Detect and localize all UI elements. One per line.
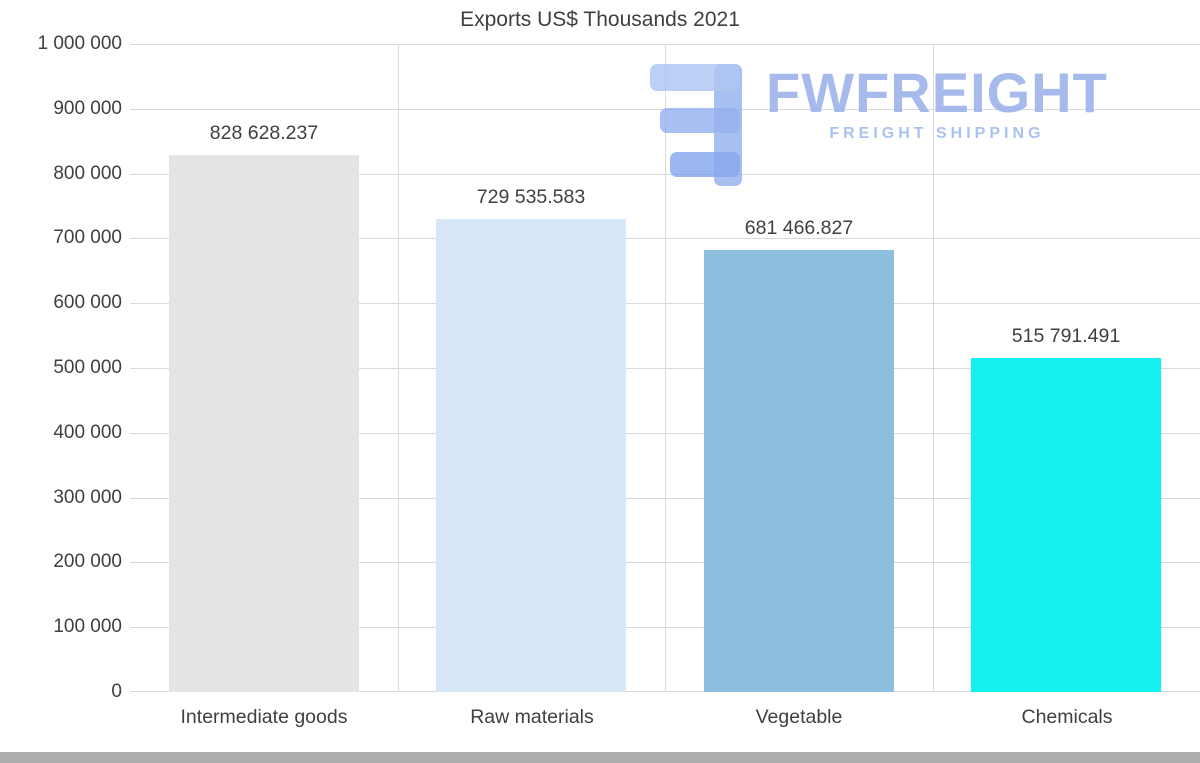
gridline [130, 691, 1200, 692]
gridline [130, 174, 1200, 175]
gridline [130, 433, 1200, 434]
category-label: Vegetable [755, 706, 843, 728]
x-axis: Intermediate goods Raw materials Vegetable… [130, 702, 1200, 742]
bar-value-label: 515 791.491 [1011, 325, 1121, 347]
plot-area: FWFREIGHT FREIGHT SHIPPING 828 628.237 72… [130, 44, 1200, 692]
y-tick-label: 600 000 [53, 292, 122, 314]
category-label: Raw materials [470, 706, 594, 728]
category-label: Intermediate goods [180, 706, 348, 728]
y-tick-label: 300 000 [53, 486, 122, 508]
y-tick-label: 0 [111, 681, 122, 702]
bar-value-label: 729 535.583 [476, 186, 586, 208]
gridline [130, 303, 1200, 304]
y-tick-label: 500 000 [53, 357, 122, 378]
bar-value-label: 828 628.237 [209, 122, 319, 144]
y-tick-label: 200 000 [53, 551, 122, 573]
watermark-brand-text: FWFREIGHT [766, 61, 1108, 124]
gridline [130, 562, 1200, 563]
watermark-text-block: FWFREIGHT FREIGHT SHIPPING [766, 61, 1108, 143]
gridline [130, 627, 1200, 628]
bottom-strip [0, 752, 1200, 763]
y-axis: 0 100 000 200 000 300 000 400 000 500 000 600 … [0, 33, 122, 702]
gridline [130, 109, 1200, 110]
chart-title: Exports US$ Thousands 2021 [460, 8, 740, 31]
watermark-logo: FWFREIGHT FREIGHT SHIPPING [648, 61, 1108, 186]
gridline [130, 44, 1200, 45]
y-tick-label: 1 000 000 [37, 33, 122, 54]
gridline [130, 498, 1200, 499]
fwfreight-logo-icon [650, 64, 742, 186]
y-tick-label: 800 000 [53, 162, 122, 184]
category-label: Chemicals [1021, 706, 1113, 728]
y-tick-label: 700 000 [53, 227, 122, 249]
watermark-subtitle-text: FREIGHT SHIPPING [829, 124, 1045, 142]
bar-value-label: 681 466.827 [744, 217, 854, 239]
gridline [130, 238, 1200, 239]
bar-vegetable [704, 250, 894, 692]
bar-chemicals [971, 358, 1161, 692]
y-tick-label: 400 000 [53, 421, 122, 443]
bar-intermediate-goods [169, 155, 359, 692]
gridline [130, 368, 1200, 369]
y-tick-label: 900 000 [53, 97, 122, 119]
bar-raw-materials [436, 219, 626, 692]
y-tick-label: 100 000 [53, 616, 122, 638]
